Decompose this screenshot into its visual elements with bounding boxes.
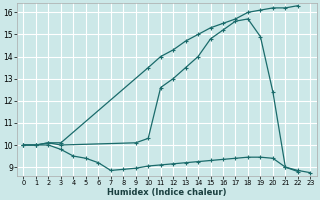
X-axis label: Humidex (Indice chaleur): Humidex (Indice chaleur) (107, 188, 227, 197)
